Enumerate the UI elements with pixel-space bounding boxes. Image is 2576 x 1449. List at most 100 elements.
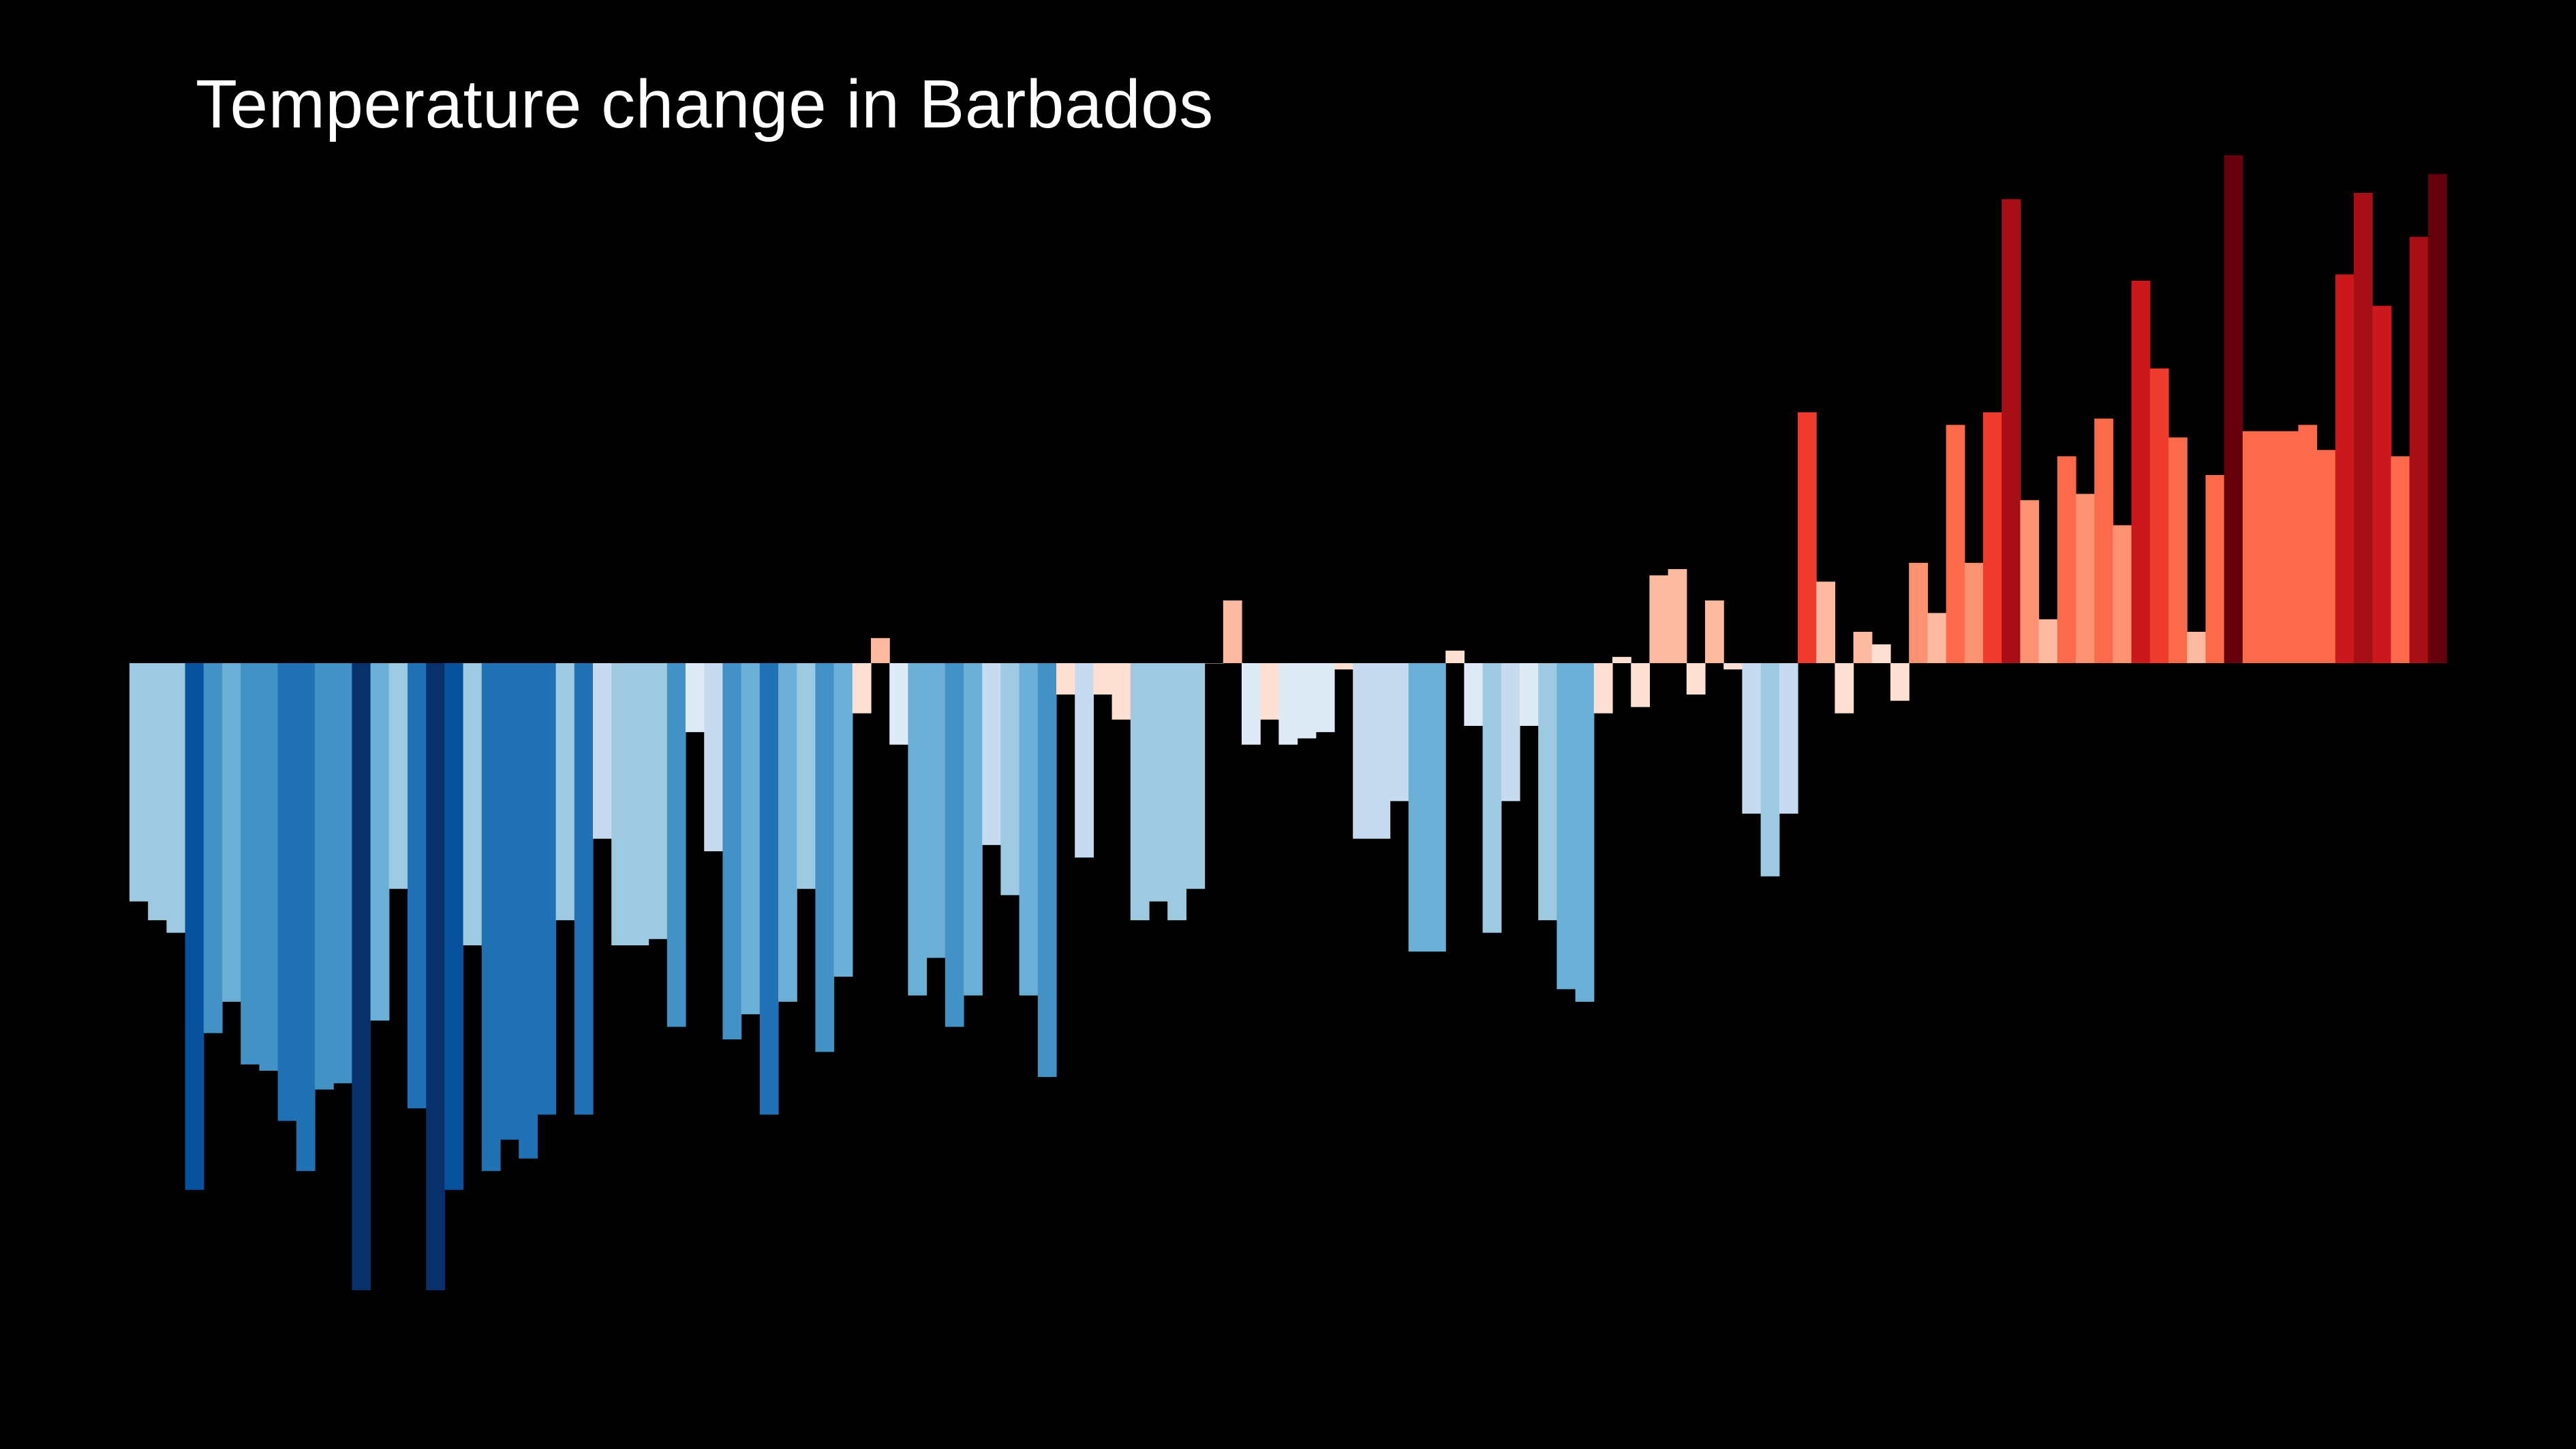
bar-34 bbox=[759, 663, 779, 1115]
bar-105 bbox=[2076, 493, 2095, 663]
bar-16 bbox=[426, 663, 445, 1290]
bar-89 bbox=[1779, 663, 1798, 814]
bar-107 bbox=[2113, 525, 2132, 663]
bar-68 bbox=[1390, 663, 1409, 802]
bar-118 bbox=[2316, 450, 2336, 663]
bar-49 bbox=[1037, 663, 1057, 1078]
bar-63 bbox=[1297, 663, 1317, 739]
bar-60 bbox=[1242, 663, 1261, 745]
bar-8 bbox=[277, 663, 297, 1121]
bar-98 bbox=[1946, 425, 1965, 663]
bar-41 bbox=[889, 663, 908, 745]
bar-124 bbox=[2427, 174, 2447, 663]
bar-37 bbox=[815, 663, 835, 1052]
bar-29 bbox=[666, 663, 686, 1027]
bar-119 bbox=[2335, 274, 2355, 664]
bar-83 bbox=[1668, 569, 1687, 663]
bar-117 bbox=[2298, 425, 2318, 663]
bar-14 bbox=[388, 663, 408, 889]
bar-18 bbox=[463, 663, 482, 945]
bar-65 bbox=[1334, 663, 1353, 670]
bar-96 bbox=[1909, 562, 1928, 663]
bar-84 bbox=[1686, 663, 1706, 695]
bar-56 bbox=[1167, 663, 1186, 921]
bar-24 bbox=[574, 663, 594, 1115]
bar-15 bbox=[408, 663, 427, 1109]
bar-80 bbox=[1612, 656, 1631, 663]
bar-111 bbox=[2187, 632, 2206, 663]
bar-110 bbox=[2168, 437, 2188, 663]
bar-67 bbox=[1371, 663, 1391, 839]
bar-78 bbox=[1575, 663, 1595, 1002]
bar-54 bbox=[1130, 663, 1150, 921]
bar-22 bbox=[537, 663, 557, 1115]
bar-72 bbox=[1464, 663, 1484, 726]
bar-17 bbox=[444, 663, 464, 1190]
bar-31 bbox=[704, 663, 723, 851]
bar-74 bbox=[1501, 663, 1520, 802]
bar-106 bbox=[2094, 418, 2113, 663]
bar-40 bbox=[871, 638, 890, 663]
bar-19 bbox=[481, 663, 501, 1172]
bar-94 bbox=[1871, 644, 1891, 663]
bar-12 bbox=[352, 663, 371, 1290]
bar-100 bbox=[1983, 412, 2002, 663]
bar-73 bbox=[1482, 663, 1502, 933]
bar-5 bbox=[222, 663, 241, 1002]
bar-102 bbox=[2020, 500, 2040, 663]
bar-2 bbox=[166, 663, 186, 933]
bar-87 bbox=[1742, 663, 1762, 814]
bar-10 bbox=[315, 663, 334, 1090]
bar-42 bbox=[908, 663, 927, 996]
bar-27 bbox=[630, 663, 649, 945]
bar-64 bbox=[1315, 663, 1335, 733]
bar-112 bbox=[2205, 475, 2225, 663]
bar-59 bbox=[1223, 600, 1242, 663]
bar-55 bbox=[1149, 663, 1168, 902]
bar-1 bbox=[148, 663, 167, 921]
bar-85 bbox=[1705, 600, 1724, 663]
bar-36 bbox=[797, 663, 816, 889]
bar-116 bbox=[2280, 431, 2299, 663]
bar-114 bbox=[2242, 431, 2262, 663]
bar-99 bbox=[1964, 562, 1984, 663]
bar-115 bbox=[2261, 431, 2280, 663]
bar-46 bbox=[982, 663, 1001, 845]
bar-9 bbox=[296, 663, 316, 1172]
bar-50 bbox=[1056, 663, 1075, 695]
bar-69 bbox=[1408, 663, 1428, 952]
bar-58 bbox=[1204, 663, 1224, 664]
bar-33 bbox=[741, 663, 761, 1015]
bar-57 bbox=[1186, 663, 1206, 889]
bar-76 bbox=[1538, 663, 1557, 921]
bar-44 bbox=[945, 663, 964, 1027]
bar-91 bbox=[1816, 581, 1835, 663]
bar-52 bbox=[1093, 663, 1113, 695]
bar-30 bbox=[686, 663, 705, 733]
bar-71 bbox=[1445, 650, 1465, 663]
bar-4 bbox=[203, 663, 223, 1033]
bar-79 bbox=[1593, 663, 1613, 714]
bar-66 bbox=[1353, 663, 1372, 839]
bar-103 bbox=[2038, 619, 2058, 663]
bar-75 bbox=[1520, 663, 1539, 726]
bar-101 bbox=[2002, 199, 2021, 663]
bar-23 bbox=[555, 663, 575, 921]
bar-6 bbox=[241, 663, 260, 1065]
bar-3 bbox=[185, 663, 204, 1190]
bar-82 bbox=[1649, 575, 1669, 663]
bar-90 bbox=[1798, 412, 1817, 663]
bar-39 bbox=[852, 663, 872, 714]
bar-43 bbox=[926, 663, 946, 958]
bar-122 bbox=[2391, 456, 2410, 663]
bar-25 bbox=[593, 663, 612, 839]
bar-97 bbox=[1927, 613, 1947, 663]
bar-26 bbox=[611, 663, 630, 945]
bar-108 bbox=[2131, 280, 2151, 663]
bar-11 bbox=[333, 663, 352, 1084]
bar-104 bbox=[2057, 456, 2076, 663]
bar-35 bbox=[778, 663, 797, 1002]
bar-61 bbox=[1260, 663, 1279, 720]
bar-20 bbox=[500, 663, 519, 1140]
